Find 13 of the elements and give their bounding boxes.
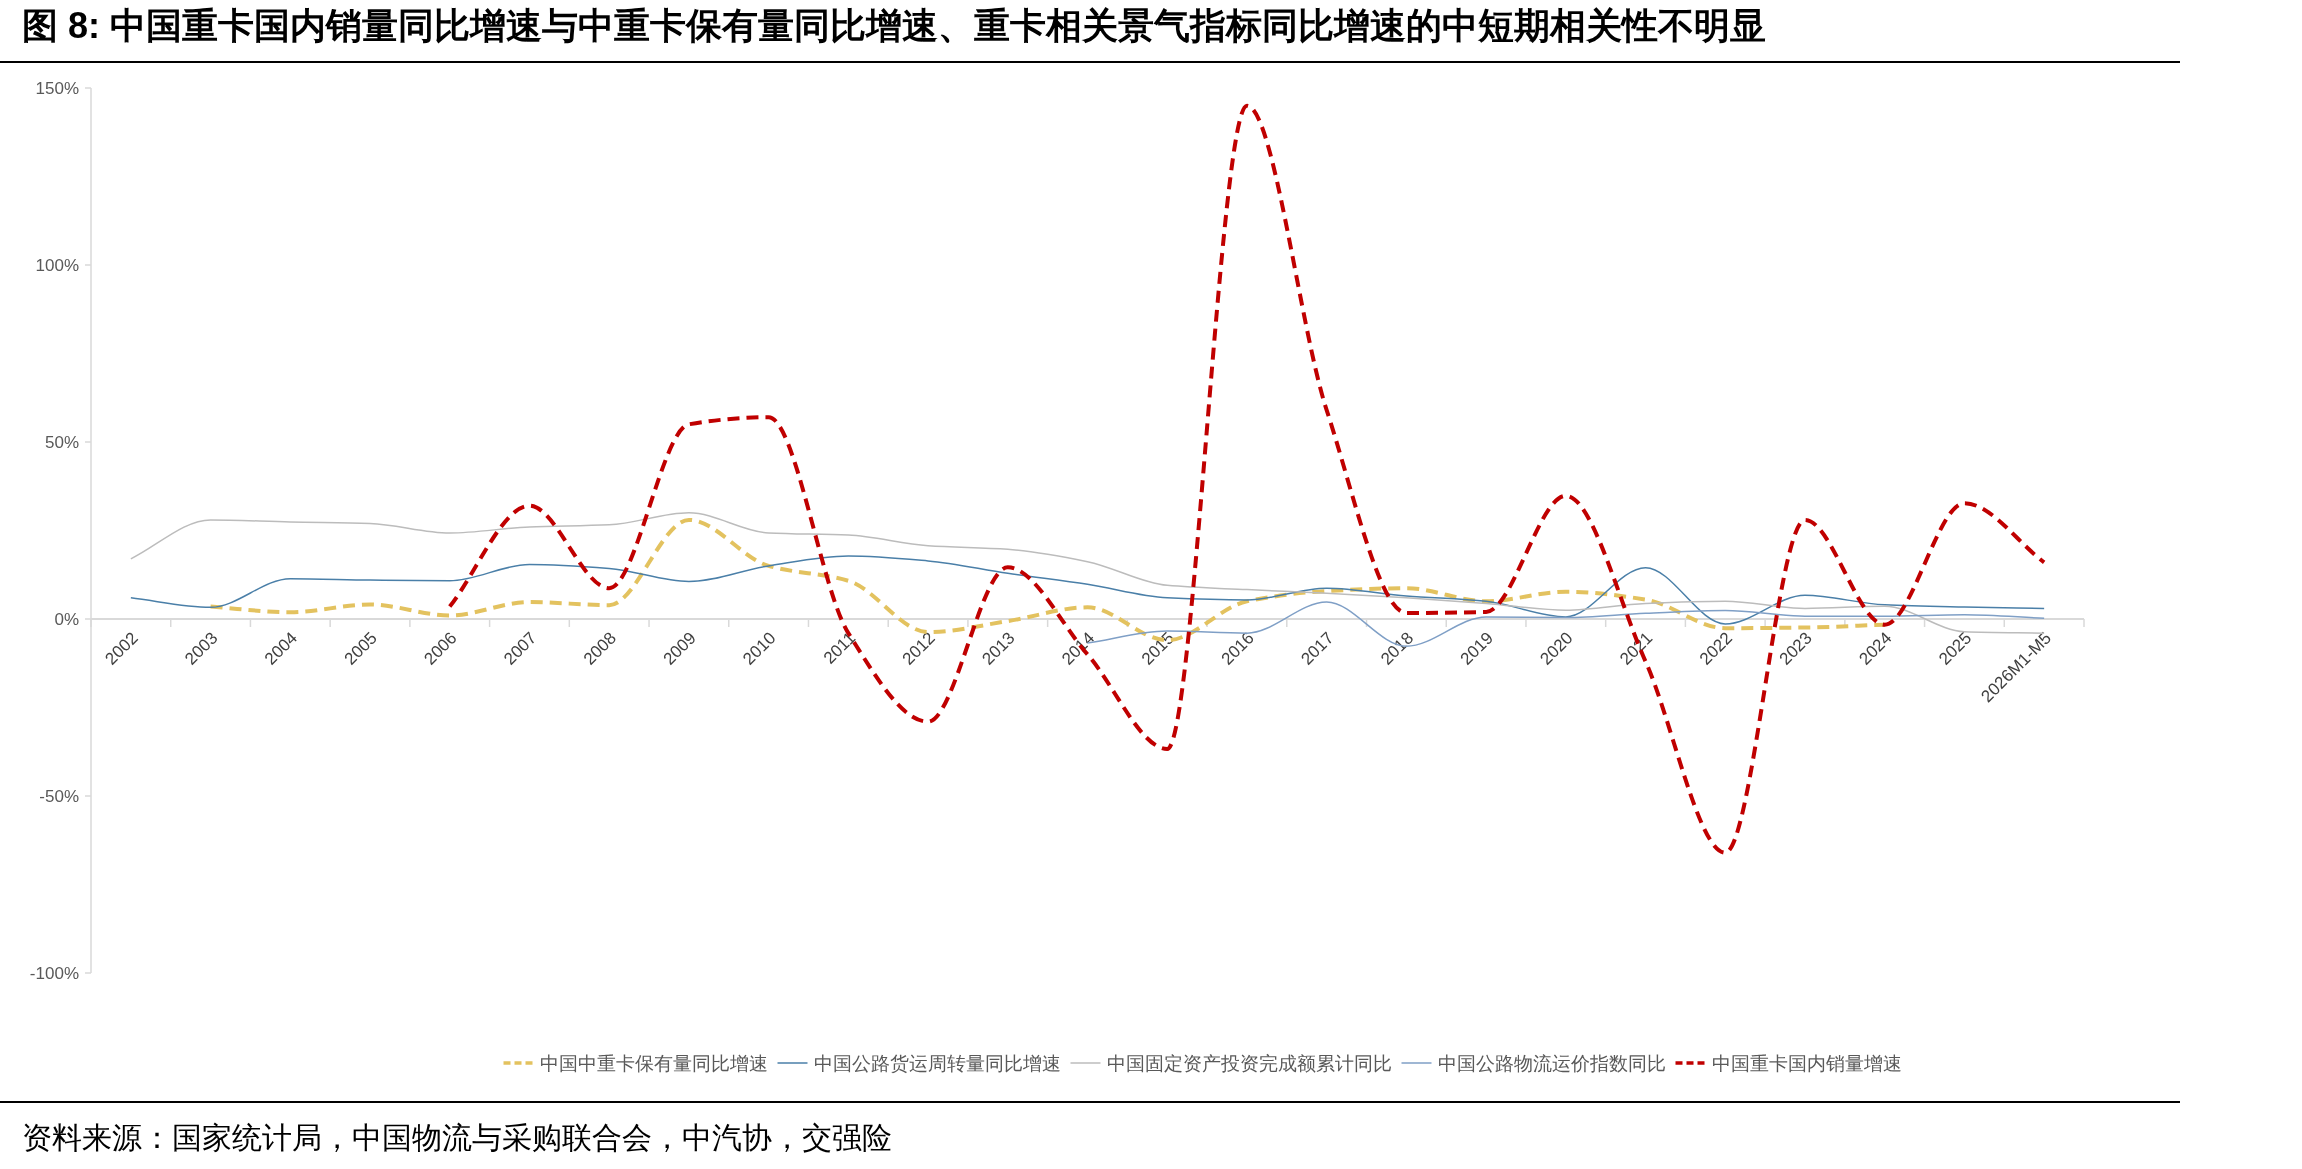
y-tick-label: -50%	[39, 787, 79, 806]
y-tick-label: 150%	[35, 79, 79, 98]
legend-label: 中国固定资产投资完成额累计同比	[1106, 1053, 1392, 1074]
legend-label: 中国重卡国内销量增速	[1711, 1053, 1902, 1074]
title: 图 8: 中国重卡国内销量同比增速与中重卡保有量同比增速、重卡相关景气指标同比增速的中短期相关性不明显	[22, 5, 1766, 46]
annotation: 资料来源：国家统计局，中国物流与采购联合会，中汽协，交强险	[22, 1121, 892, 1154]
legend-label: 中国公路物流运价指数同比	[1437, 1053, 1666, 1074]
y-tick-label: -100%	[29, 964, 79, 983]
legend-label: 中国公路货运周转量同比增速	[813, 1053, 1061, 1074]
y-tick-label: 50%	[44, 433, 79, 452]
legend-label: 中国中重卡保有量同比增速	[539, 1053, 768, 1074]
y-tick-label: 0%	[54, 610, 79, 629]
y-tick-label: 100%	[35, 256, 79, 275]
